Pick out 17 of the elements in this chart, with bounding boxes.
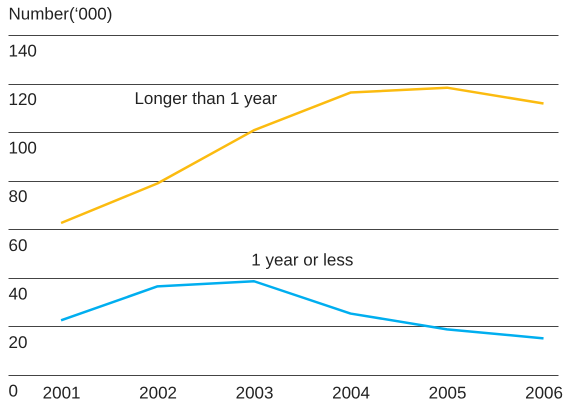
y-axis-title: Number(‘000): [8, 4, 112, 24]
x-tick-label: 2006: [525, 384, 563, 402]
series-label: Longer than 1 year: [134, 89, 278, 108]
y-tick-label: 40: [8, 284, 28, 304]
y-tick-label: 0: [8, 382, 18, 400]
x-tick-label: 2005: [428, 384, 466, 402]
y-tick-label: 80: [8, 187, 28, 206]
x-tick-label: 2004: [332, 384, 370, 402]
x-tick-label: 2001: [42, 384, 80, 402]
y-tick-label: 120: [8, 90, 37, 110]
y-tick-label: 140: [8, 42, 37, 60]
series-label: 1 year or less: [251, 250, 354, 270]
y-tick-label: 60: [8, 236, 28, 255]
y-tick-label: 100: [8, 138, 37, 158]
y-tick-label: 20: [8, 332, 28, 352]
x-tick-label: 2002: [139, 384, 177, 402]
x-tick-label: 2003: [236, 384, 274, 402]
